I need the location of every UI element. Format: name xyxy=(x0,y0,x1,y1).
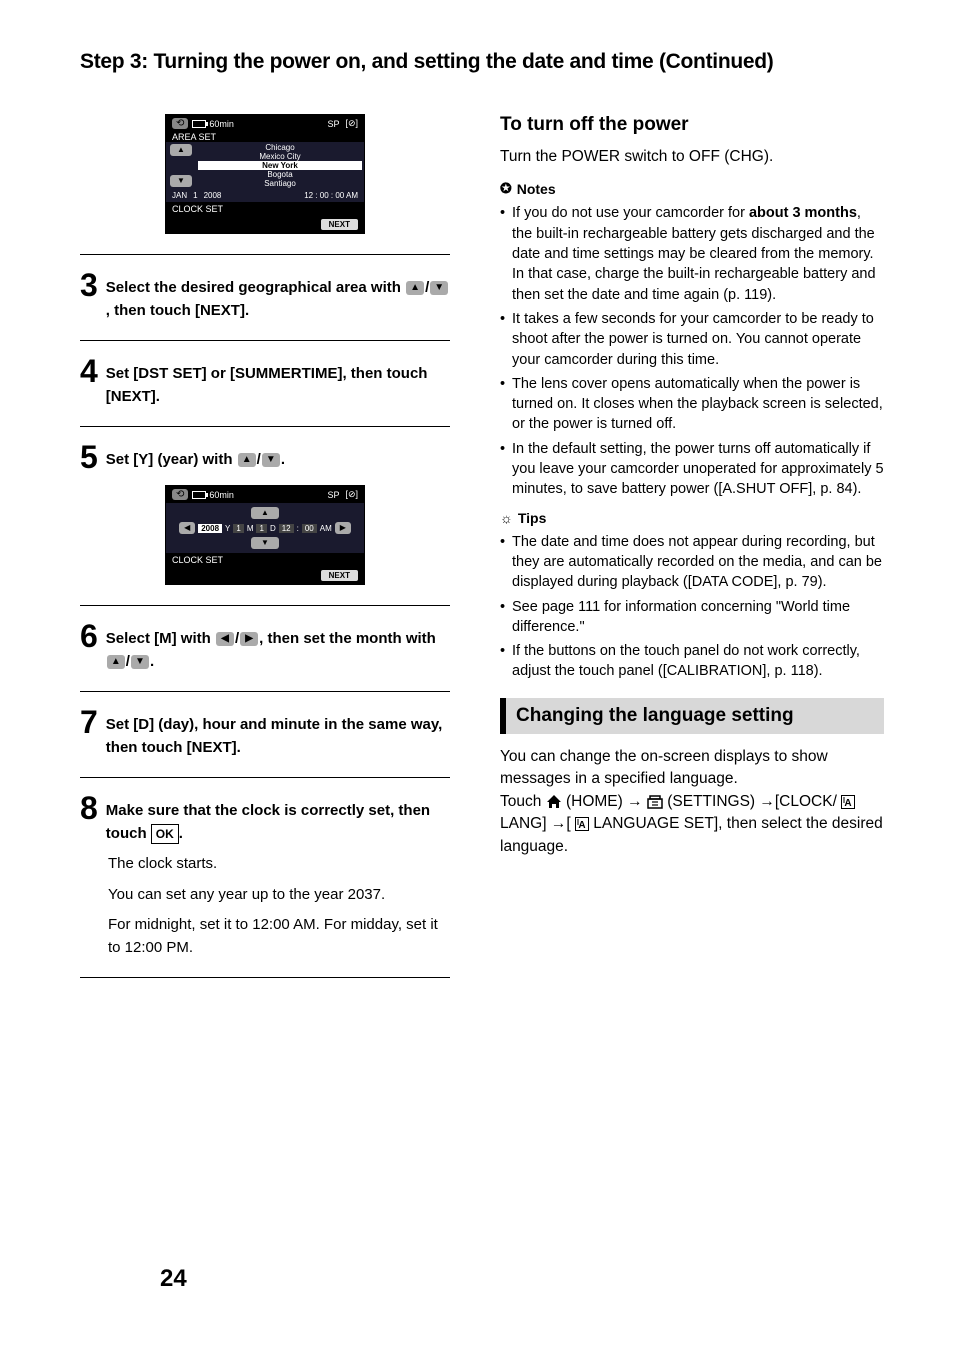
return-icon: ⟲ xyxy=(172,489,188,500)
note-item: The lens cover opens automatically when … xyxy=(500,374,884,435)
clock-set-label: CLOCK SET xyxy=(166,202,364,216)
step-5: 5 Set [Y] (year) with ▲/▼. xyxy=(80,441,450,473)
up-icon: ▲ xyxy=(406,281,424,295)
clock-set-screenshot: ⟲ 60min SP [⊘] ▲ ◀ 2008 Y 1 M 1 D 12 xyxy=(165,485,365,585)
area-set-label: AREA SET xyxy=(166,132,364,142)
down-button: ▼ xyxy=(170,175,192,187)
notes-icon: ✪ xyxy=(500,180,512,197)
duration-label: 60min xyxy=(209,490,234,500)
down-button: ▼ xyxy=(251,537,279,549)
next-button: NEXT xyxy=(321,570,358,581)
step-4: 4 Set [DST SET] or [SUMMERTIME], then to… xyxy=(80,355,450,408)
left-column: ⟲ 60min SP [⊘] AREA SET ▲ ▼ Chicago Mexi… xyxy=(80,114,450,992)
clock-set-label: CLOCK SET xyxy=(166,553,364,567)
battery-icon xyxy=(192,491,206,499)
step-6: 6 Select [M] with ◀/▶, then set the mont… xyxy=(80,620,450,673)
disc-icon: [⊘] xyxy=(345,118,358,129)
area-list: Chicago Mexico City New York Bogota Sant… xyxy=(196,142,364,189)
tip-item: The date and time does not appear during… xyxy=(500,532,884,593)
up-icon: ▲ xyxy=(238,453,256,467)
right-column: To turn off the power Turn the POWER swi… xyxy=(500,114,884,992)
lang-a-icon: A xyxy=(841,795,855,809)
tip-item: If the buttons on the touch panel do not… xyxy=(500,641,884,682)
svg-text:A: A xyxy=(578,820,585,831)
down-icon: ▼ xyxy=(430,281,448,295)
note-item: In the default setting, the power turns … xyxy=(500,439,884,500)
home-icon xyxy=(546,795,562,809)
next-button: NEXT xyxy=(321,219,358,230)
battery-icon xyxy=(192,120,206,128)
page-number: 24 xyxy=(160,1265,187,1293)
area-set-screenshot: ⟲ 60min SP [⊘] AREA SET ▲ ▼ Chicago Mexi… xyxy=(165,114,365,234)
notes-list: If you do not use your camcorder for abo… xyxy=(500,203,884,499)
up-button: ▲ xyxy=(170,144,192,156)
svg-text:A: A xyxy=(845,798,852,809)
disc-icon: [⊘] xyxy=(345,489,358,500)
left-button: ◀ xyxy=(179,522,195,534)
step-8: 8 Make sure that the clock is correctly … xyxy=(80,792,450,845)
tip-item: See page 111 for information concerning … xyxy=(500,597,884,638)
language-text: You can change the on-screen displays to… xyxy=(500,746,884,858)
lang-a-icon: A xyxy=(575,817,589,831)
tips-list: The date and time does not appear during… xyxy=(500,532,884,682)
settings-icon xyxy=(647,795,663,809)
duration-label: 60min xyxy=(209,119,234,129)
up-button: ▲ xyxy=(251,507,279,519)
note-item: It takes a few seconds for your camcorde… xyxy=(500,309,884,370)
up-icon: ▲ xyxy=(107,655,125,669)
left-icon: ◀ xyxy=(216,632,234,646)
step-3: 3 Select the desired geographical area w… xyxy=(80,269,450,322)
down-icon: ▼ xyxy=(131,655,149,669)
turn-off-text: Turn the POWER switch to OFF (CHG). xyxy=(500,146,884,168)
right-button: ▶ xyxy=(335,522,351,534)
step-8-body: The clock starts. You can set any year u… xyxy=(108,853,450,959)
note-item: If you do not use your camcorder for abo… xyxy=(500,203,884,304)
right-icon: ▶ xyxy=(240,632,258,646)
down-icon: ▼ xyxy=(262,453,280,467)
step-7: 7 Set [D] (day), hour and minute in the … xyxy=(80,706,450,759)
ok-icon: OK xyxy=(151,824,179,844)
return-icon: ⟲ xyxy=(172,118,188,129)
page-title: Step 3: Turning the power on, and settin… xyxy=(80,50,884,74)
sp-icon: SP xyxy=(327,119,339,129)
language-section-bar: Changing the language setting xyxy=(500,698,884,734)
sp-icon: SP xyxy=(327,490,339,500)
notes-header: ✪ Notes xyxy=(500,180,884,197)
tips-icon: ☼ xyxy=(500,510,513,526)
tips-header: ☼ Tips xyxy=(500,510,884,526)
turn-off-heading: To turn off the power xyxy=(500,114,884,136)
